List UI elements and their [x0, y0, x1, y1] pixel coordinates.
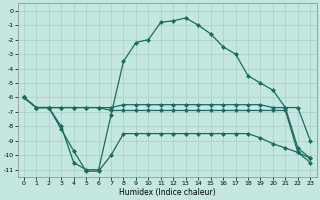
X-axis label: Humidex (Indice chaleur): Humidex (Indice chaleur) — [119, 188, 215, 197]
